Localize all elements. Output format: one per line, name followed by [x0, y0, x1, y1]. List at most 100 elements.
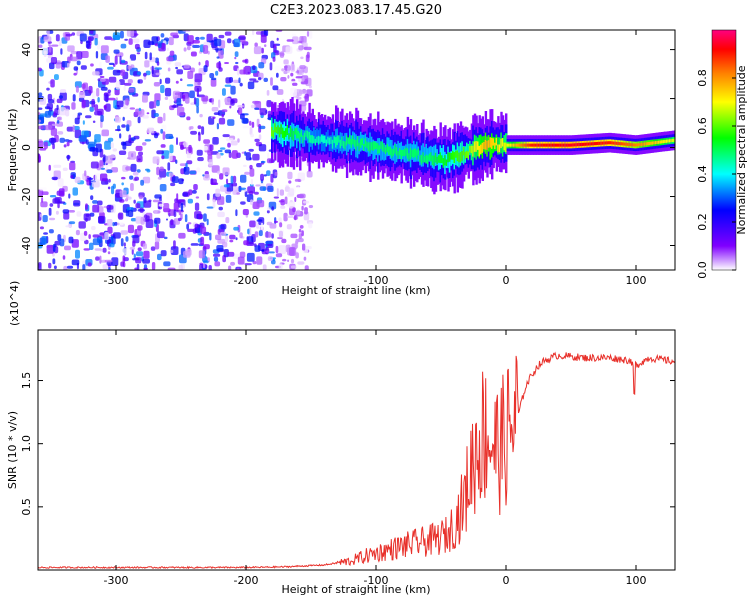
noise-cell: [265, 109, 268, 114]
ridge-cell: [456, 150, 459, 162]
noise-cell: [94, 37, 98, 46]
snr-y-multiplier: (x10^4): [8, 281, 21, 326]
noise-cell: [233, 226, 240, 231]
noise-cell: [274, 217, 277, 225]
noise-cell: [260, 160, 266, 163]
ridge-cell: [547, 143, 550, 147]
noise-cell: [243, 164, 247, 167]
noise-cell: [265, 141, 270, 146]
ridge-cell: [648, 141, 651, 145]
ridge-cell: [564, 143, 567, 147]
noise-cell: [252, 100, 260, 104]
ridge-cell: [498, 144, 502, 153]
noise-cell: [89, 176, 92, 186]
noise-cell: [227, 38, 232, 44]
noise-cell: [53, 111, 56, 117]
noise-cell: [260, 34, 267, 43]
ridge-cell: [442, 158, 445, 168]
ridge-cell: [614, 141, 617, 145]
noise-cell: [72, 94, 76, 102]
noise-cell: [195, 196, 200, 199]
noise-cell: [95, 143, 102, 153]
noise-cell: [143, 72, 147, 77]
noise-cell: [216, 123, 219, 130]
noise-cell: [112, 183, 116, 189]
noise-cell: [283, 70, 288, 75]
noise-cell: [163, 236, 168, 240]
snr-y-ticks: 0.5 1.0 1.5: [20, 372, 675, 516]
noise-cell: [43, 232, 48, 235]
noise-cell: [126, 207, 134, 211]
noise-cell: [305, 54, 310, 63]
ridge-cell: [278, 127, 282, 138]
ridge-cell: [650, 141, 653, 145]
colorbar-tick-label: 0.6: [696, 117, 709, 135]
noise-cell: [130, 218, 137, 222]
ridge-cell: [639, 143, 642, 147]
noise-cell: [168, 36, 174, 46]
noise-cell: [163, 112, 166, 122]
noise-cell: [221, 113, 224, 118]
spectrogram-x-tick-label: -200: [234, 274, 259, 287]
noise-cell: [185, 96, 190, 104]
ridge-cell: [333, 136, 336, 144]
noise-cell: [153, 82, 160, 87]
noise-cell: [244, 188, 247, 193]
noise-cell: [188, 189, 193, 196]
noise-cell: [235, 209, 238, 217]
ridge-cell: [565, 143, 569, 147]
noise-cell: [200, 36, 205, 40]
noise-cell: [249, 220, 256, 228]
noise-cell: [99, 61, 102, 70]
ridge-cell: [604, 141, 608, 145]
ridge-cell: [416, 150, 419, 160]
noise-cell: [249, 168, 255, 177]
noise-cell: [256, 256, 263, 265]
noise-cell: [224, 31, 232, 36]
ridge-cell: [272, 130, 275, 138]
noise-cell: [298, 233, 302, 239]
ridge-cell: [481, 142, 484, 153]
noise-cell: [152, 156, 160, 164]
ridge-cell: [386, 143, 389, 153]
noise-cell: [298, 228, 302, 233]
noise-cell: [169, 98, 172, 106]
ridge-cell: [320, 134, 324, 142]
ridge-cell: [601, 141, 605, 145]
noise-cell: [137, 247, 142, 252]
noise-cell: [98, 216, 105, 224]
noise-cell: [56, 120, 60, 124]
noise-cell: [225, 217, 230, 224]
noise-cell: [272, 85, 279, 91]
noise-cell: [217, 170, 221, 175]
noise-cell: [217, 211, 225, 218]
noise-cell: [129, 246, 136, 250]
noise-cell: [41, 236, 47, 245]
ridge-cell: [475, 141, 478, 152]
noise-cell: [130, 163, 137, 172]
noise-cell: [226, 178, 229, 184]
noise-cell: [229, 105, 232, 109]
ridge-cell: [553, 143, 556, 147]
ridge-cell: [450, 153, 453, 160]
noise-cell: [177, 201, 182, 204]
noise-cell: [51, 44, 59, 47]
noise-cell: [53, 265, 57, 270]
noise-cell: [63, 265, 68, 270]
ridge-cell: [545, 143, 548, 147]
noise-cell: [100, 114, 104, 122]
noise-cell: [189, 126, 194, 130]
noise-cell: [227, 142, 231, 148]
noise-cell: [39, 113, 48, 117]
noise-cell: [173, 240, 176, 249]
noise-cell: [137, 79, 141, 84]
noise-cell: [90, 195, 94, 200]
noise-cell: [132, 38, 140, 43]
noise-cell: [224, 84, 232, 87]
noise-cell: [164, 87, 172, 97]
noise-cell: [261, 47, 264, 54]
ridge-cell: [519, 143, 522, 147]
noise-cell: [198, 61, 201, 66]
noise-cell: [283, 212, 288, 222]
ridge-cell: [466, 150, 469, 158]
